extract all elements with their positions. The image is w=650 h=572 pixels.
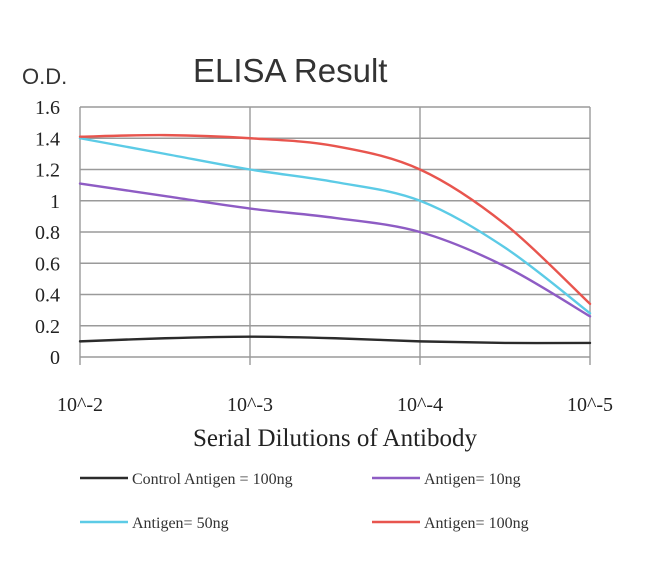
- x-axis-label: Serial Dilutions of Antibody: [193, 425, 478, 452]
- legend-label: Control Antigen = 100ng: [132, 471, 293, 488]
- y-tick-label: 1.2: [35, 160, 60, 182]
- legend-label: Antigen= 10ng: [424, 471, 521, 488]
- series-lines: [78, 133, 592, 345]
- x-tick-label: 10^-5: [567, 394, 613, 416]
- y-tick-label: 1.4: [35, 128, 60, 150]
- y-tick-label: 0.8: [35, 222, 60, 244]
- x-tick-labels: 10^-2 10^-3 10^-4 10^-5: [57, 394, 613, 416]
- x-tick-label: 10^-3: [227, 394, 273, 416]
- y-tick-label: 0.6: [35, 253, 60, 275]
- x-tick-label: 10^-2: [57, 394, 103, 416]
- x-tick-label: 10^-4: [397, 394, 443, 416]
- y-tick-label: 1.6: [35, 97, 60, 119]
- legend-label: Antigen= 50ng: [132, 515, 229, 532]
- legend: Control Antigen = 100ng Antigen= 10ng Anti…: [80, 471, 529, 532]
- y-tick-labels: 0 0.2 0.4 0.6 0.8 1 1.2 1.4 1.6: [35, 97, 60, 369]
- legend-label: Antigen= 100ng: [424, 515, 529, 532]
- series-line-2: [78, 137, 592, 315]
- y-tick-label: 0.4: [35, 285, 60, 307]
- y-axis-label: O.D.: [22, 64, 67, 89]
- series-line-1: [78, 182, 592, 318]
- y-tick-label: 1: [50, 191, 60, 213]
- chart-title: ELISA Result: [193, 52, 387, 89]
- series-line-0: [78, 335, 592, 345]
- y-tick-label: 0: [50, 347, 60, 369]
- series-line-3: [78, 133, 592, 306]
- y-tick-label: 0.2: [35, 316, 60, 338]
